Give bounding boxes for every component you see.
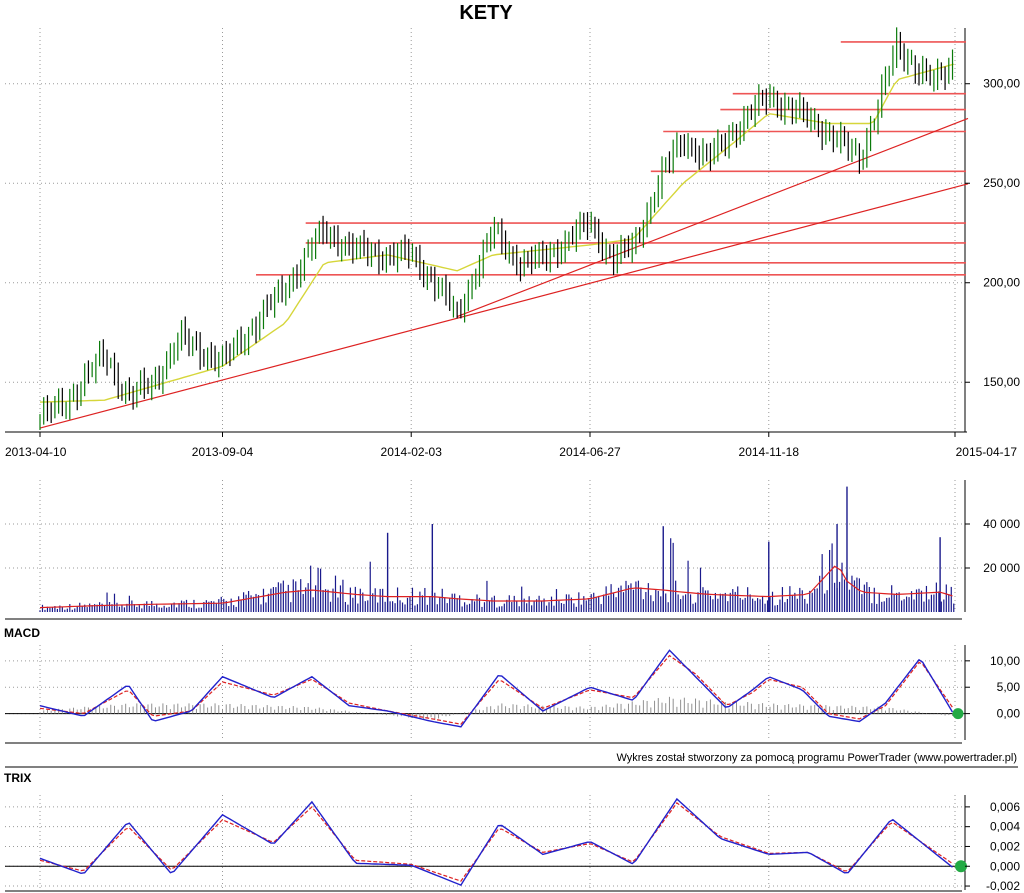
panel-frames xyxy=(5,28,1018,892)
trix-y-tick-label: -0,002 xyxy=(986,879,1020,893)
trix-y-tick-label: 0,004 xyxy=(990,820,1020,834)
price-bars xyxy=(39,27,954,431)
price-y-tick-label: 250,00 xyxy=(983,176,1020,190)
trix-end-marker xyxy=(955,860,967,873)
end-markers xyxy=(952,708,967,873)
x-tick-label: 2014-06-27 xyxy=(559,445,621,459)
macd-y-tick-label: 10,00 xyxy=(990,654,1020,668)
x-tick-label: 2015-04-17 xyxy=(956,445,1018,459)
price-y-tick-label: 150,00 xyxy=(983,375,1020,389)
trix-lines xyxy=(39,797,953,886)
macd-y-tick-label: 5,00 xyxy=(997,680,1021,694)
trix-y-tick-label: 0,000 xyxy=(990,859,1020,873)
macd-lines xyxy=(39,649,954,728)
macd-end-marker xyxy=(952,708,964,720)
price-y-tick-label: 200,00 xyxy=(983,276,1020,290)
volume-average xyxy=(39,565,953,609)
macd-y-tick-label: 0,00 xyxy=(997,707,1021,721)
x-tick-label: 2014-02-03 xyxy=(381,445,443,459)
chart-title: KETY xyxy=(459,2,513,24)
trix-y-tick-label: 0,002 xyxy=(990,839,1020,853)
moving-average xyxy=(39,63,954,403)
trendline xyxy=(456,117,969,318)
macd-line xyxy=(39,649,954,728)
trix-line xyxy=(39,797,953,886)
moving-average-line xyxy=(39,63,954,403)
macd-panel-title: MACD xyxy=(4,626,40,640)
trix-signal-line xyxy=(39,802,953,882)
trendlines xyxy=(39,117,969,429)
trix-panel-title: TRIX xyxy=(4,771,31,785)
trendline xyxy=(39,183,969,429)
price-y-tick-label: 300,00 xyxy=(983,77,1020,91)
x-tick-label: 2013-09-04 xyxy=(192,445,254,459)
volume-y-tick-label: 20 000 xyxy=(983,561,1020,575)
credit-text: Wykres został stworzony za pomocą progra… xyxy=(616,752,1017,764)
tick-labels: 2013-04-10 2013-09-04 2014-02-03 2014-06-27… xyxy=(5,77,1020,893)
volume-average-line xyxy=(39,565,953,609)
x-tick-label: 2014-11-18 xyxy=(739,445,800,459)
x-tick-label: 2013-04-10 xyxy=(5,445,67,459)
volume-bars xyxy=(39,486,955,612)
trix-y-tick-label: 0,006 xyxy=(990,800,1020,814)
volume-y-tick-label: 40 000 xyxy=(983,517,1020,531)
